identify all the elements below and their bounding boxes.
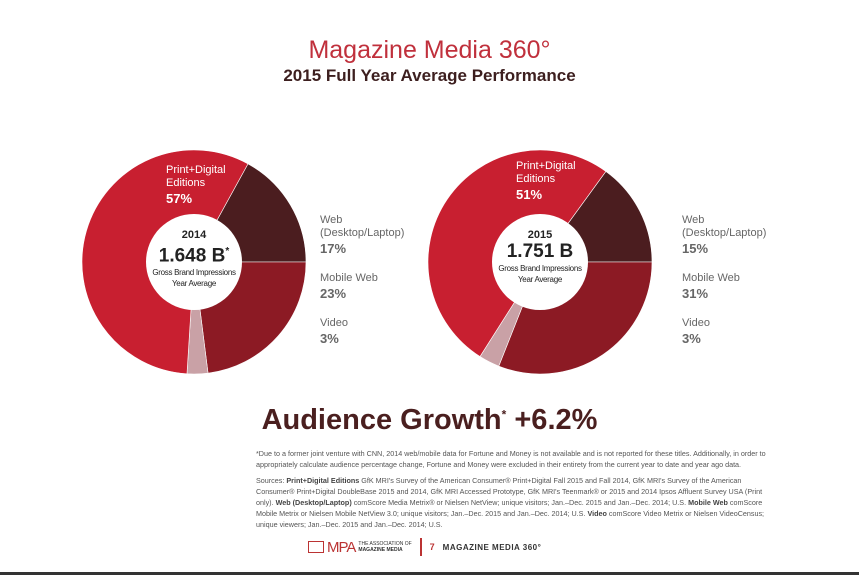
label-print-2015: Print+Digital Editions 51%	[516, 160, 576, 202]
center-value: 1.751 B	[506, 241, 574, 262]
label-print-2014: Print+Digital Editions 57%	[166, 164, 226, 206]
footnote: *Due to a former joint venture with CNN,…	[256, 449, 766, 469]
sources: Sources: Print+Digital Editions GfK MRI'…	[256, 476, 765, 529]
footer: MPA THE ASSOCIATION OF MAGAZINE MEDIA 7 M…	[308, 538, 541, 556]
label-video-2015: Video 3%	[682, 317, 710, 346]
bottom-bar	[0, 572, 859, 575]
label-mobile-2014: Mobile Web 23%	[320, 272, 378, 301]
pie-charts	[81, 149, 653, 375]
center-2015: 2015 1.751 B Gross Brand Impressions Yea…	[492, 229, 588, 285]
page-number: 7	[429, 542, 435, 552]
center-hole-2015	[492, 214, 588, 310]
center-value: 1.648 B	[158, 245, 226, 267]
divider	[419, 538, 422, 556]
center-2014: 2014 1.648 B* Gross Brand Impressions Ye…	[146, 229, 242, 289]
label-mobile-2015: Mobile Web 31%	[682, 272, 740, 301]
label-web-2015: Web (Desktop/Laptop) 15%	[682, 214, 767, 256]
footer-title: MAGAZINE MEDIA 360°	[442, 542, 542, 552]
mpa-logo: MPA THE ASSOCIATION OF MAGAZINE MEDIA	[308, 539, 412, 556]
label-video-2014: Video 3%	[320, 317, 348, 346]
center-label: Gross Brand Impressions Year Average	[498, 264, 582, 284]
page-title: Magazine Media 360°	[308, 36, 551, 64]
page-subtitle: 2015 Full Year Average Performance	[283, 66, 576, 85]
label-web-2014: Web (Desktop/Laptop) 17%	[320, 214, 405, 256]
asterisk: *	[225, 246, 230, 257]
center-year: 2014	[181, 229, 207, 241]
center-year: 2015	[527, 229, 553, 241]
center-hole-2014	[146, 214, 242, 310]
audience-growth: Audience Growth* +6.2%	[261, 404, 598, 436]
center-label: Gross Brand Impressions Year Average	[152, 268, 236, 289]
